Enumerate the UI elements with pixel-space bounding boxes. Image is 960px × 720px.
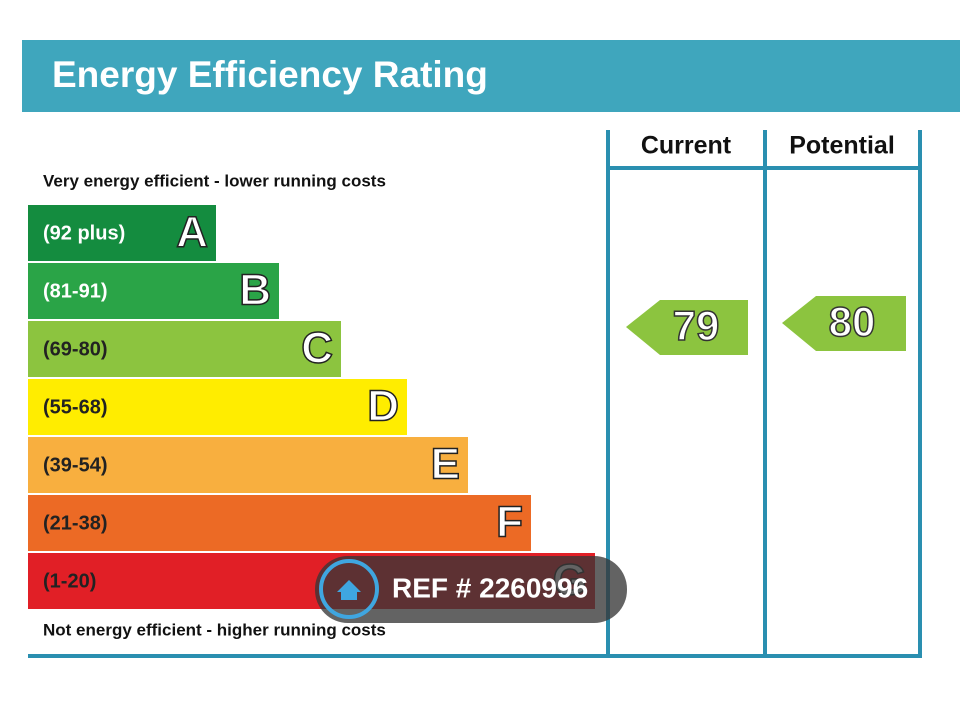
- band-range: (81-91): [43, 280, 107, 302]
- header-bar: [22, 40, 960, 112]
- bottom-label: Not energy efficient - higher running co…: [43, 620, 386, 639]
- column-header: Current: [641, 132, 732, 160]
- band-letter: B: [239, 266, 271, 315]
- band-range: (39-54): [43, 454, 107, 476]
- current-value: 79: [673, 302, 720, 349]
- band: [28, 379, 407, 435]
- band-letter: E: [431, 440, 460, 489]
- band-range: (1-20): [43, 570, 96, 592]
- band: [28, 263, 279, 319]
- watermark: REF # 2260996: [315, 556, 627, 623]
- band: [28, 321, 341, 377]
- band-letter: D: [367, 382, 399, 431]
- band-range: (55-68): [43, 396, 107, 418]
- potential-arrow: [782, 296, 906, 351]
- column-header: Potential: [789, 132, 895, 160]
- bands: (92 plus) A (81-91) B (69-80) C (55-68) D (39-54…: [28, 205, 595, 609]
- title: Energy Efficiency Rating: [52, 54, 488, 95]
- band-range: (21-38): [43, 512, 107, 534]
- band-range: (69-80): [43, 338, 107, 360]
- band: [28, 205, 216, 261]
- band: [28, 495, 531, 551]
- band-letter: F: [496, 498, 523, 547]
- potential-value: 80: [829, 298, 876, 345]
- top-label: Very energy efficient - lower running co…: [43, 171, 386, 190]
- band: [28, 437, 468, 493]
- current-arrow: [626, 300, 748, 355]
- watermark-text: REF # 2260996: [392, 572, 588, 603]
- band-range: (92 plus): [43, 222, 125, 244]
- band-letter: A: [176, 208, 208, 257]
- band-letter: C: [301, 324, 333, 373]
